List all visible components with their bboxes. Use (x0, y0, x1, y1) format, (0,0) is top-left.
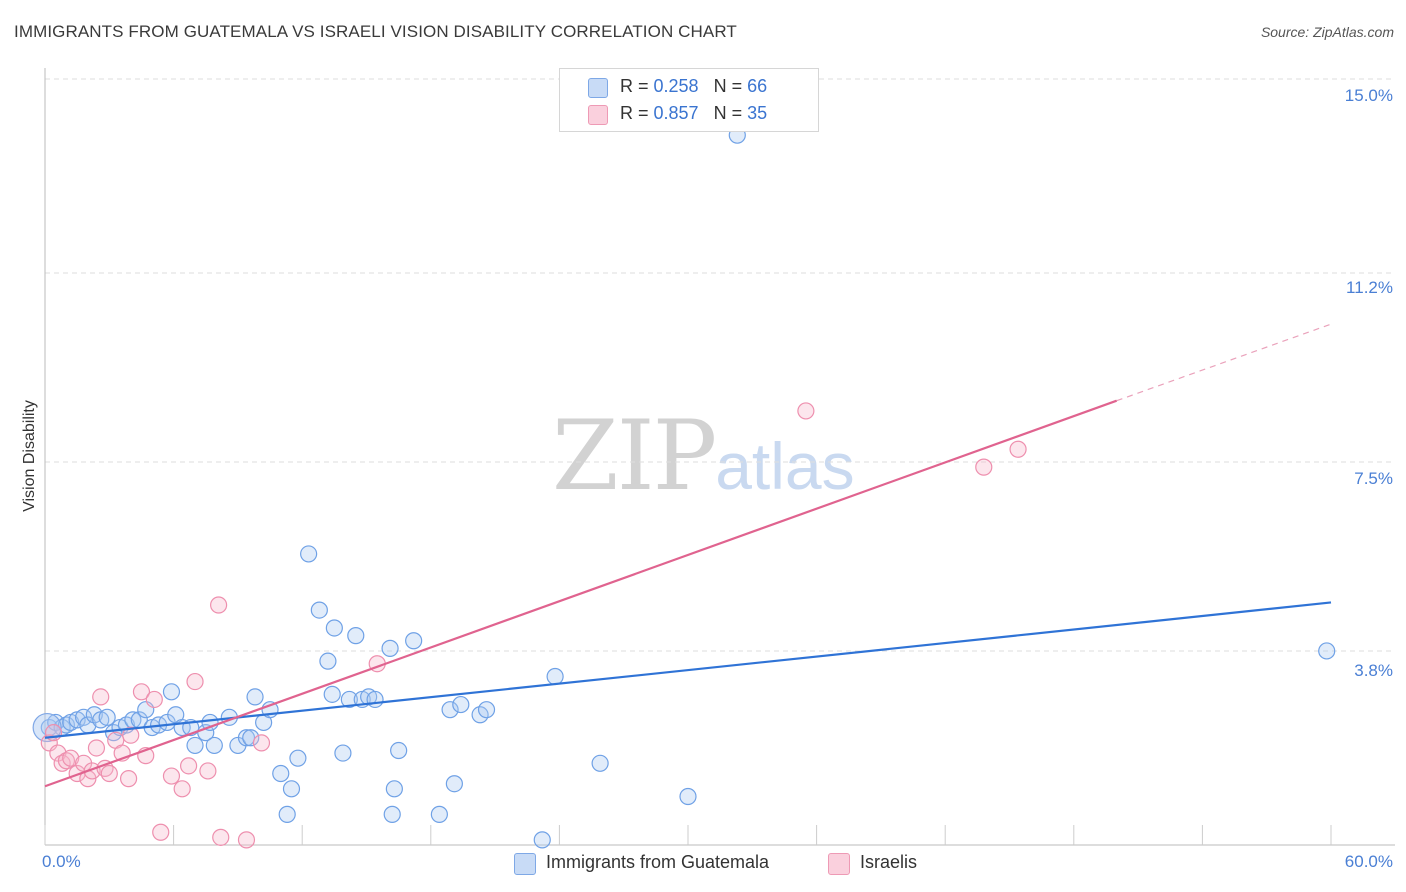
watermark-zip: ZIP (552, 400, 717, 512)
axes (44, 68, 1395, 846)
trend-lines (44, 323, 1332, 788)
data-point (252, 734, 271, 752)
legend-n-value: 35 (747, 103, 768, 123)
data-point (591, 754, 609, 772)
data-point (205, 736, 223, 755)
y-tick-label: 3.8% (1354, 661, 1393, 680)
data-point (300, 545, 318, 563)
data-point (180, 757, 198, 775)
data-point (242, 729, 260, 747)
legend-r-value: 0.857 (653, 103, 699, 123)
data-point (278, 805, 296, 823)
y-tick-label: 11.2% (1346, 278, 1393, 297)
data-point (975, 458, 993, 476)
data-point (199, 762, 217, 780)
data-point (347, 627, 365, 645)
data-point (325, 619, 343, 637)
chart-title: IMMIGRANTS FROM GUATEMALA VS ISRAELI VIS… (14, 22, 737, 41)
data-point (212, 828, 230, 846)
data-point (383, 805, 401, 823)
data-point (119, 770, 138, 788)
data-point (385, 780, 403, 798)
data-point (282, 780, 301, 798)
data-point (62, 749, 80, 767)
trend-line-israelis (44, 399, 1118, 788)
data-point (679, 787, 697, 806)
legend-r-label: R = (620, 103, 654, 123)
data-point (145, 690, 163, 709)
data-point (100, 764, 118, 783)
legend-n-value: 66 (747, 76, 768, 96)
data-point (210, 596, 228, 614)
data-point (340, 690, 358, 709)
data-point (87, 739, 106, 757)
data-point (405, 632, 423, 650)
bottom-legend-label: Israelis (860, 852, 918, 872)
data-point (186, 736, 204, 755)
x-tick-label-min: 0.0% (42, 852, 81, 871)
source-label: Source: ZipAtlas.com (1260, 24, 1394, 40)
data-point (452, 695, 470, 714)
data-point (246, 688, 264, 706)
data-point (477, 701, 496, 719)
data-point (323, 685, 341, 703)
data-point (430, 805, 448, 823)
y-axis-label: Vision Disability (21, 400, 38, 512)
data-point (132, 683, 151, 701)
data-point (310, 601, 328, 619)
data-point (162, 683, 181, 701)
data-point (441, 701, 459, 719)
grid-lines (45, 78, 1395, 652)
data-point (237, 729, 256, 747)
legend-swatch-pink (588, 105, 608, 125)
watermark-atlas: atlas (715, 429, 855, 503)
data-point (197, 724, 215, 742)
legend-n-label: N = (713, 76, 748, 96)
data-point (98, 708, 116, 726)
legend-r-label: R = (620, 76, 654, 96)
data-point (366, 690, 384, 709)
data-point (1009, 440, 1027, 458)
series-guatemala-points (32, 126, 1336, 849)
data-point (162, 767, 181, 785)
data-point (272, 764, 290, 783)
watermark: ZIPatlas (552, 400, 855, 512)
series-israelis-points (40, 402, 1027, 849)
data-point (533, 831, 551, 849)
data-point (334, 744, 352, 762)
data-point (237, 831, 256, 849)
data-point (319, 652, 337, 670)
y-tick-label: 7.5% (1354, 469, 1393, 488)
x-tick-label-max: 60.0% (1344, 852, 1393, 871)
data-point (173, 780, 191, 798)
data-point (92, 688, 110, 706)
data-point (289, 749, 307, 767)
legend-r-value: 0.258 (653, 76, 699, 96)
data-point (152, 823, 170, 841)
data-point (1318, 642, 1336, 660)
bottom-legend-label: Immigrants from Guatemala (546, 852, 770, 872)
trend-line-israelis-extension (1116, 323, 1332, 402)
data-point (186, 672, 204, 691)
data-point (546, 667, 564, 686)
trend-line-guatemala (44, 601, 1332, 739)
y-tick-label: 15.0% (1344, 86, 1393, 105)
data-point (381, 639, 399, 657)
legend-swatch-blue (588, 78, 608, 98)
data-point (797, 402, 815, 420)
data-point (122, 726, 140, 744)
data-point (445, 775, 463, 793)
data-point (390, 741, 408, 760)
legend-n-label: N = (713, 103, 748, 123)
bottom-legend-swatch-blue (514, 853, 536, 875)
stats-legend: R = 0.258 N = 66 R = 0.857 N = 35 (559, 68, 819, 132)
bottom-legend-swatch-pink (828, 853, 850, 875)
